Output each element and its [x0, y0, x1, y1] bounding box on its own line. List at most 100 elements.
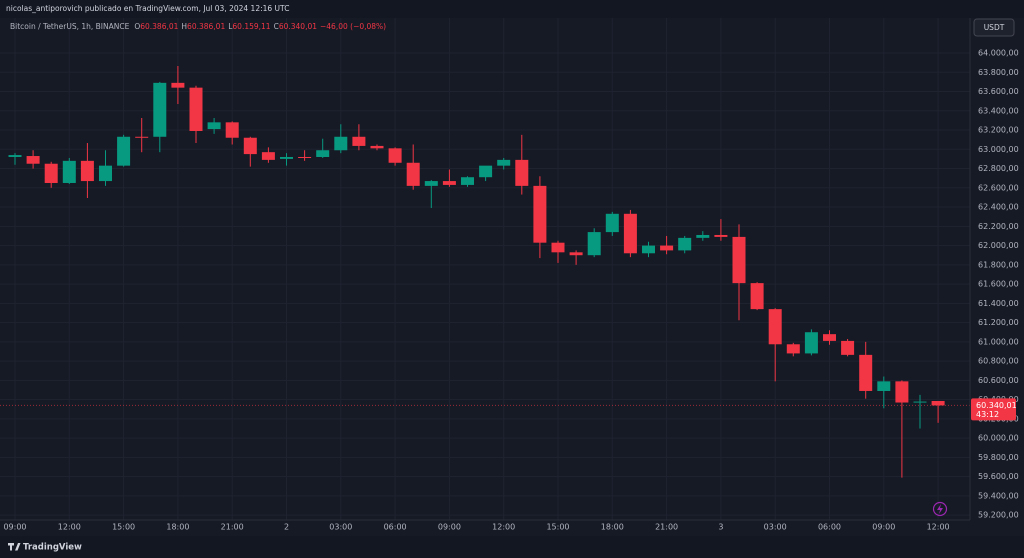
x-tick-label: 09:00 — [438, 523, 461, 532]
candle-body — [732, 236, 746, 284]
legend-value: 60.159,11 — [232, 22, 270, 31]
y-tick-label: 60.600,00 — [978, 376, 1019, 385]
brand-name: TradingView — [23, 543, 82, 553]
candle-body — [551, 242, 565, 253]
candle-body — [515, 159, 529, 186]
x-tick-label: 15:00 — [112, 523, 135, 532]
candle-body — [80, 160, 94, 182]
candle-body — [352, 136, 366, 146]
x-tick-label: 06:00 — [384, 523, 407, 532]
candle-body — [189, 87, 203, 131]
candle-body — [931, 400, 945, 406]
legend-key: O — [134, 22, 140, 31]
brand: TradingView — [8, 543, 82, 553]
y-tick-label: 62.000,00 — [978, 241, 1019, 250]
candle-body — [225, 122, 239, 138]
candle-body — [153, 82, 167, 137]
candle-body — [424, 181, 438, 186]
y-tick-label: 61.800,00 — [978, 260, 1019, 269]
y-tick-label: 61.400,00 — [978, 299, 1019, 308]
candle-body — [804, 332, 818, 354]
y-tick-label: 59.400,00 — [978, 491, 1019, 500]
candle-body — [316, 150, 330, 157]
plot — [0, 65, 970, 478]
candle-body — [587, 232, 601, 256]
x-tick-label: 03:00 — [764, 523, 787, 532]
candle-body — [859, 354, 873, 391]
legend-key: H — [181, 22, 187, 31]
icon-bolt[interactable] — [937, 504, 943, 514]
candle-body — [533, 185, 547, 243]
x-tick-label: 3 — [718, 523, 723, 532]
y-tick-label: 63.600,00 — [978, 87, 1019, 96]
candle-body — [479, 165, 493, 178]
legend: Bitcoin / TetherUS, 1h, BINANCE O60.386,0… — [10, 22, 386, 31]
y-tick-label: 60.800,00 — [978, 357, 1019, 366]
chart-panel — [0, 18, 1024, 536]
y-tick-label: 63.400,00 — [978, 106, 1019, 115]
candle-body — [841, 340, 855, 355]
x-tick-label: 18:00 — [601, 523, 624, 532]
candle-body — [388, 148, 402, 163]
candle-body — [406, 162, 420, 186]
candle-body — [99, 165, 112, 182]
currency-label[interactable]: USDT — [984, 23, 1005, 32]
legend-value: 60.386,01 — [187, 22, 225, 31]
currency-button[interactable] — [973, 18, 1015, 37]
y-tick-label: 59.200,00 — [978, 511, 1019, 520]
y-tick-label: 63.800,00 — [978, 68, 1019, 77]
y-tick-label: 64.000,00 — [978, 48, 1019, 57]
legend-value: 60.340,01 — [279, 22, 317, 31]
y-tick-label: 61.000,00 — [978, 337, 1019, 346]
candle-body — [678, 237, 692, 251]
y-tick-label: 62.600,00 — [978, 183, 1019, 192]
x-tick-label: 12:00 — [927, 523, 950, 532]
icon-ring[interactable] — [932, 501, 948, 517]
candle-body — [895, 381, 909, 403]
candle-body — [768, 309, 782, 345]
x-tick-label: 21:00 — [221, 523, 244, 532]
candle-body — [877, 381, 891, 391]
x-tick-label: 18:00 — [166, 523, 189, 532]
replay-icon[interactable] — [932, 501, 948, 517]
x-tick-label: 2 — [284, 523, 289, 532]
candle-body — [642, 245, 655, 254]
y-tick-label: 59.600,00 — [978, 472, 1019, 481]
last-price-label: 60.340,01 — [976, 401, 1017, 410]
y-tick-label: 62.200,00 — [978, 222, 1019, 231]
candle-body — [605, 213, 619, 233]
candle-body — [569, 252, 583, 256]
candle-body — [823, 334, 836, 341]
x-tick-label: 12:00 — [492, 523, 515, 532]
y-tick-label: 60.000,00 — [978, 434, 1019, 443]
brand-logo — [8, 543, 21, 551]
candle-body — [913, 401, 927, 403]
x-tick-label: 21:00 — [655, 523, 678, 532]
candle-body — [696, 234, 710, 238]
candle-body — [26, 156, 40, 164]
legend-key: C — [274, 22, 279, 31]
y-tick-label: 59.800,00 — [978, 453, 1019, 462]
candle-body — [750, 283, 764, 310]
candle-body — [135, 136, 149, 138]
candle-body — [261, 152, 275, 160]
candle-body — [714, 234, 728, 237]
y-tick-label: 63.200,00 — [978, 126, 1019, 135]
legend-change: −46,00 (−0,08%) — [320, 22, 386, 31]
candle-body — [461, 177, 474, 185]
candle-body — [8, 155, 22, 157]
candle-body — [786, 344, 800, 354]
candle-body — [207, 122, 221, 130]
candle-body — [243, 137, 257, 155]
candle-body — [660, 245, 674, 251]
countdown-label: 43:12 — [976, 410, 999, 419]
y-tick-label: 62.800,00 — [978, 164, 1019, 173]
x-tick-label: 12:00 — [58, 523, 81, 532]
x-tick-label: 15:00 — [546, 523, 569, 532]
candle-body — [334, 136, 348, 151]
y-tick-label: 62.400,00 — [978, 203, 1019, 212]
x-tick-label: 09:00 — [3, 523, 26, 532]
candle-body — [497, 159, 511, 166]
